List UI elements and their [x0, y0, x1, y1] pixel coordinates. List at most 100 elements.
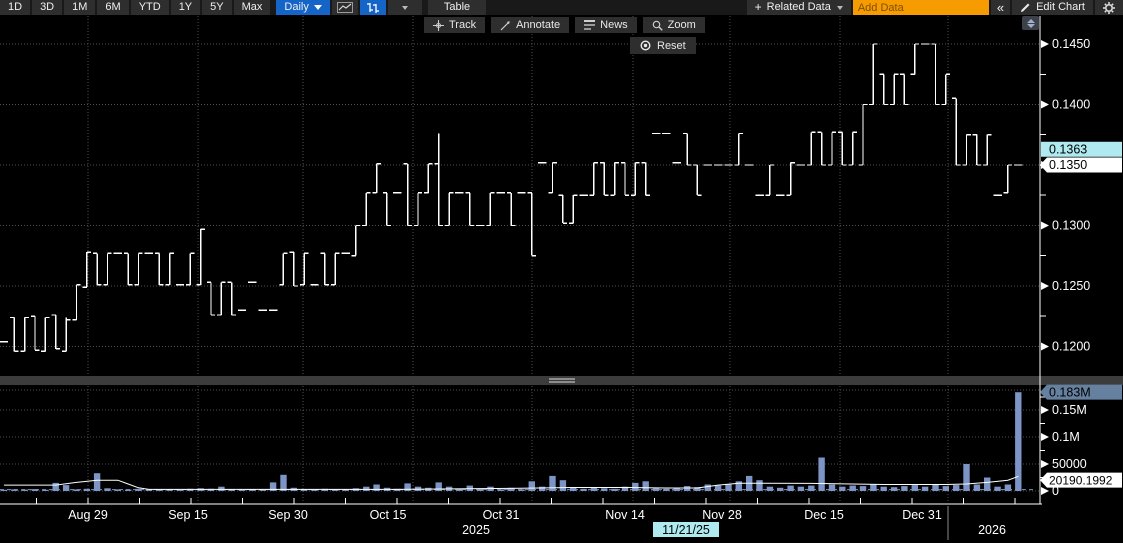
period-dropdown[interactable]: Daily [276, 0, 330, 15]
volume-bar [735, 481, 742, 491]
news-label: News [600, 19, 628, 31]
volume-bar [249, 489, 256, 491]
ohlc-bar [41, 316, 50, 352]
ohlc-chart-type-button[interactable] [359, 0, 386, 15]
ohlc-bar [444, 192, 454, 227]
price-axis-label: 0.1300 [1052, 219, 1090, 233]
volume-bar [269, 482, 277, 491]
add-data-input[interactable] [852, 0, 989, 15]
volume-axis-label: 0.1M [1052, 430, 1080, 444]
ohlc-bar [382, 192, 392, 227]
price-axis-label: 0.1250 [1052, 279, 1090, 293]
plus-icon: + [754, 0, 762, 14]
zoom-button[interactable]: Zoom [642, 17, 705, 33]
ohlc-bar [279, 252, 288, 286]
range-button-3d[interactable]: 3D [32, 0, 63, 15]
annotate-button[interactable]: Annotate [491, 17, 570, 33]
volume-bar [539, 486, 546, 491]
volume-axis-label: 0.15M [1052, 403, 1087, 417]
line-chart-type-button[interactable] [331, 0, 358, 15]
ohlc-bar [486, 192, 495, 227]
period-dropdown-label: Daily [284, 1, 309, 13]
axis-tick-arrow [1041, 100, 1049, 109]
volume-bar [611, 488, 618, 491]
ohlc-bar [879, 73, 888, 106]
volume-bar [911, 485, 918, 491]
annotate-icon [500, 20, 510, 30]
range-button-1m[interactable]: 1M [64, 0, 96, 15]
range-button-ytd[interactable]: YTD [130, 0, 169, 15]
chart-type-dropdown[interactable] [387, 0, 422, 15]
edit-chart-label: Edit Chart [1036, 1, 1085, 13]
ohlc-bar [362, 192, 371, 227]
volume-bar [497, 489, 504, 491]
news-button[interactable]: News [575, 17, 637, 33]
volume-bar [932, 484, 939, 491]
ohlc-bar [82, 251, 91, 288]
range-button-6m[interactable]: 6M [97, 0, 129, 15]
volume-bar [590, 487, 598, 491]
ohlc-bar [299, 252, 309, 286]
year-label: 2026 [978, 523, 1006, 537]
ohlc-bar [92, 252, 102, 286]
price-axis-label: 0.1400 [1052, 98, 1090, 112]
volume-bar [984, 477, 991, 491]
volume-bar [714, 485, 722, 491]
volume-bar [135, 488, 142, 491]
ohlc-bar [972, 133, 982, 166]
related-data-label: Related Data [766, 1, 831, 13]
axis-resize-handle[interactable] [1022, 16, 1039, 30]
range-button-5y[interactable]: 5Y [202, 0, 232, 15]
volume-bar [901, 486, 908, 491]
chevron-down-icon [401, 5, 408, 10]
ohlc-bar [206, 281, 216, 316]
date-label: Sep 30 [268, 508, 308, 522]
ohlc-bar [641, 161, 650, 196]
axis-tick-arrow [1041, 221, 1049, 230]
range-button-max[interactable]: Max [233, 0, 271, 15]
reset-zoom-button[interactable]: Reset [630, 37, 696, 54]
volume-bar [839, 486, 846, 491]
volume-bar [373, 484, 380, 491]
range-button-1d[interactable]: 1D [0, 0, 31, 15]
ohlc-bar [1003, 164, 1013, 194]
ohlc-bar [465, 192, 474, 227]
volume-ma-line [4, 475, 1019, 490]
chart-settings-button[interactable] [1095, 0, 1123, 15]
date-label: Sep 15 [168, 508, 208, 522]
date-highlight-badge [653, 522, 719, 537]
ohlc-bar [413, 192, 423, 227]
volume-bar [756, 480, 763, 491]
ohlc-bar [61, 317, 71, 352]
range-button-1y[interactable]: 1Y [170, 0, 201, 15]
volume-bar [953, 485, 960, 491]
volume-axis-label: 50000 [1052, 457, 1087, 471]
related-data-dropdown[interactable]: + Related Data [746, 0, 851, 15]
axis-tick-arrow [1041, 342, 1049, 351]
volume-bar [890, 487, 898, 491]
collapse-toolbar-button[interactable]: « [990, 0, 1011, 15]
panel-divider[interactable] [0, 376, 1123, 385]
volume-bar [621, 486, 629, 491]
volume-bar [52, 482, 59, 491]
ohlc-bar [72, 284, 81, 321]
volume-bar [435, 482, 442, 491]
edit-chart-button[interactable]: Edit Chart [1012, 0, 1093, 15]
table-button[interactable]: Table [427, 0, 487, 15]
ohlc-bar [962, 133, 971, 166]
ohlc-bar [289, 251, 298, 287]
volume-bar [1015, 392, 1022, 491]
axis-tick-arrow [1041, 282, 1049, 290]
track-button[interactable]: Track [424, 17, 486, 33]
volume-bar [176, 489, 184, 491]
ohlc-bar [51, 314, 60, 350]
last-price-badge-text: 0.1363 [1049, 142, 1087, 156]
volume-bar [808, 485, 815, 491]
ohlc-bar [320, 252, 329, 286]
volume-bar [849, 485, 856, 491]
collapse-label: « [996, 0, 1005, 15]
reset-icon [640, 40, 651, 51]
ohlc-bar [807, 131, 816, 166]
volume-bar [93, 473, 101, 491]
volume-bar [632, 482, 639, 491]
